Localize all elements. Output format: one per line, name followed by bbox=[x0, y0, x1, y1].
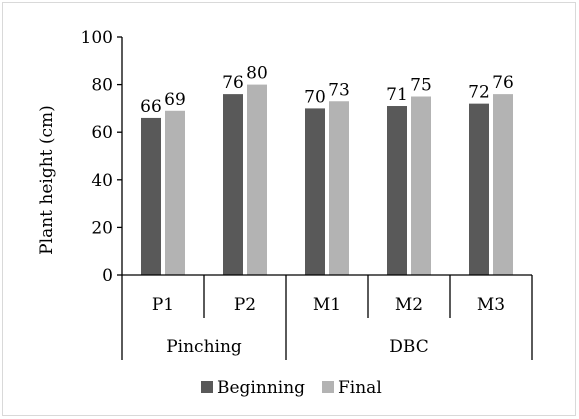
bar-final-p2 bbox=[247, 84, 267, 275]
legend-swatch-final bbox=[322, 381, 334, 393]
bar-final-m2 bbox=[411, 96, 431, 275]
legend: Beginning Final bbox=[201, 378, 382, 398]
data-label-beginning-m3: 72 bbox=[468, 83, 490, 103]
data-label-beginning-p2: 76 bbox=[222, 73, 244, 93]
data-label-final-p2: 80 bbox=[246, 64, 268, 84]
bar-final-m1 bbox=[329, 101, 349, 275]
data-label-beginning-p1: 66 bbox=[140, 97, 162, 117]
bar-beginning-p1 bbox=[141, 117, 161, 275]
data-label-final-m2: 75 bbox=[410, 76, 432, 96]
bar-beginning-p2 bbox=[223, 94, 243, 276]
category-label-m3: M3 bbox=[477, 295, 505, 315]
data-label-final-p1: 69 bbox=[164, 90, 186, 110]
y-axis-title: Plant height (cm) bbox=[37, 105, 57, 255]
y-tick-label: 60 bbox=[91, 123, 113, 143]
category-label-p1: P1 bbox=[152, 295, 174, 315]
y-tick-label: 0 bbox=[102, 266, 113, 286]
group-label-pinching: Pinching bbox=[166, 337, 242, 357]
bar-beginning-m1 bbox=[305, 108, 325, 276]
category-label-m1: M1 bbox=[313, 295, 341, 315]
legend-label-final: Final bbox=[338, 378, 382, 398]
bar-beginning-m3 bbox=[469, 103, 489, 275]
data-label-beginning-m1: 70 bbox=[304, 87, 326, 107]
bar-final-p1 bbox=[165, 110, 185, 275]
data-label-beginning-m2: 71 bbox=[386, 85, 408, 105]
bar-final-m3 bbox=[493, 94, 513, 276]
bars bbox=[141, 84, 513, 276]
y-tick-label: 20 bbox=[91, 218, 113, 238]
y-tick-label: 100 bbox=[81, 28, 113, 48]
y-axis: 0 20 40 60 80 100 bbox=[81, 28, 123, 286]
legend-swatch-beginning bbox=[201, 381, 213, 393]
bar-beginning-m2 bbox=[387, 106, 407, 276]
data-label-final-m1: 73 bbox=[328, 80, 350, 100]
y-tick-label: 40 bbox=[91, 171, 113, 191]
y-tick-label: 80 bbox=[91, 76, 113, 96]
data-label-final-m3: 76 bbox=[492, 73, 514, 93]
category-label-m2: M2 bbox=[395, 295, 423, 315]
category-label-p2: P2 bbox=[234, 295, 256, 315]
legend-label-beginning: Beginning bbox=[217, 378, 305, 398]
group-label-dbc: DBC bbox=[389, 337, 428, 357]
x-axis: Pinching DBC P1 P2 M1 M2 M3 bbox=[121, 274, 533, 360]
